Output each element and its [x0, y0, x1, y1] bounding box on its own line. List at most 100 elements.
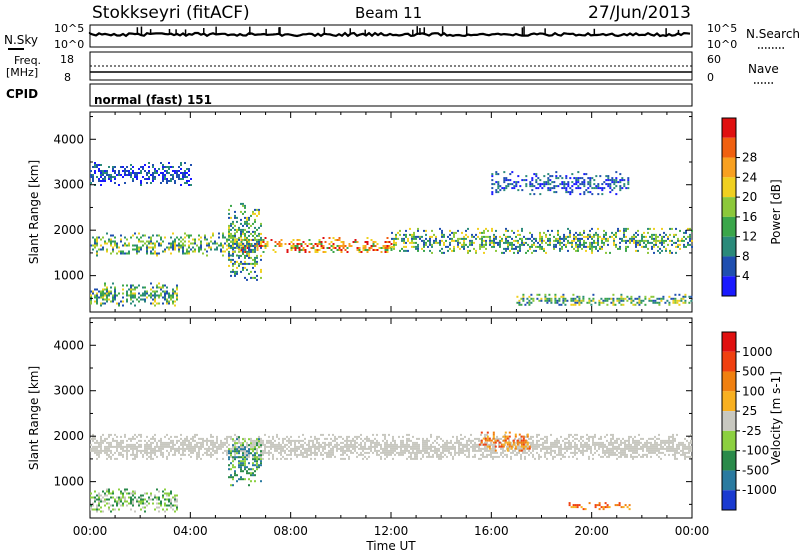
- colorbar-segment: [722, 157, 736, 178]
- colorbar-segment: [722, 118, 736, 138]
- colorbar-tick-label: -100: [742, 444, 769, 458]
- colorbar-tick-label: 16: [742, 210, 757, 224]
- range-tick-label: 3000: [53, 384, 84, 398]
- range-tick-label: 2000: [53, 223, 84, 237]
- colorbar-segment: [722, 197, 736, 217]
- colorbar-tick-label: 24: [742, 170, 757, 184]
- echo-region: [90, 162, 192, 186]
- nave-right-label: Nave: [748, 62, 779, 76]
- freq-right-tick-bottom: 0: [707, 71, 714, 84]
- station-title: Stokkseyri (fitACF): [92, 3, 250, 23]
- range-tick-label: 2000: [53, 429, 84, 443]
- time-tick-labels: 00:00 04:00 08:00 12:00 16:00 20:00 00:00: [73, 524, 710, 538]
- colorbar-tick-label: 12: [742, 230, 757, 244]
- time-axis-label: Time UT: [365, 539, 416, 553]
- echo-region: [90, 433, 692, 460]
- power-x-ticks: [89, 112, 693, 312]
- power-panel: 1000 2000 3000 4000 Slant Range [km] 4 8 12 16…: [27, 111, 783, 313]
- cpid-value: normal (fast) 151: [94, 93, 212, 107]
- colorbar-tick-label: -500: [742, 463, 769, 477]
- freq-left-label-2: [MHz]: [6, 66, 38, 79]
- noise-left-tick-bottom: 10^0: [54, 38, 84, 51]
- range-tick-label: 4000: [53, 132, 84, 146]
- velocity-ylabel: Slant Range [km]: [27, 366, 41, 470]
- echo-region: [228, 436, 262, 487]
- noise-right-tick-top: 10^5: [707, 22, 737, 35]
- echo-region: [228, 202, 262, 281]
- noise-left-tick-top: 10^5: [54, 22, 84, 35]
- echo-region: [90, 488, 178, 513]
- colorbar-segment: [722, 236, 736, 257]
- beam-title: Beam 11: [355, 4, 422, 22]
- colorbar-segment: [722, 177, 736, 198]
- cpid-panel: CPID normal (fast) 151: [6, 83, 693, 107]
- time-tick-label: 16:00: [474, 524, 509, 538]
- echo-region: [90, 232, 242, 257]
- velocity-x-ticks: [89, 318, 693, 518]
- colorbar-segment: [722, 470, 736, 491]
- time-tick-label: 00:00: [675, 524, 710, 538]
- noise-panel-frame: [89, 24, 693, 48]
- colorbar-segment: [722, 411, 736, 431]
- echo-region: [391, 227, 693, 254]
- colorbar-tick-label: 28: [742, 151, 757, 165]
- velocity-echo-layer: [90, 431, 692, 513]
- freq-left-tick-top: 18: [60, 53, 74, 66]
- date-title: 27/Jun/2013: [588, 3, 691, 23]
- time-tick-label: 12:00: [374, 524, 409, 538]
- range-tick-label: 4000: [53, 338, 84, 352]
- colorbar-segment: [722, 430, 736, 451]
- colorbar-segment: [722, 490, 736, 510]
- noise-trace: [88, 26, 691, 38]
- power-ylabel: Slant Range [km]: [27, 160, 41, 264]
- noise-right-tick-bottom: 10^0: [707, 38, 737, 51]
- time-tick-label: 00:00: [73, 524, 108, 538]
- colorbar-segment: [722, 391, 736, 412]
- cpid-label: CPID: [6, 87, 38, 101]
- colorbar-tick-label: 4: [742, 269, 750, 283]
- echo-region: [516, 293, 693, 306]
- colorbar-tick-label: 25: [742, 404, 757, 418]
- colorbar-segment: [722, 450, 736, 471]
- colorbar-tick-label: -1000: [742, 483, 777, 497]
- time-tick-label: 08:00: [273, 524, 308, 538]
- colorbar-tick-label: 100: [742, 384, 765, 398]
- colorbar-segment: [722, 371, 736, 392]
- colorbar-tick-label: 500: [742, 365, 765, 379]
- echo-region: [240, 237, 393, 253]
- freq-left-tick-bottom: 8: [64, 71, 71, 84]
- cpid-panel-frame: [89, 83, 693, 107]
- freq-right-tick-top: 60: [707, 53, 721, 66]
- power-echo-layer: [90, 162, 693, 307]
- velocity-panel: 1000 2000 3000 4000 Slant Range [km] 1000 50…: [27, 317, 783, 519]
- colorbar-segment: [722, 256, 736, 277]
- frequency-panel: Freq. [MHz] 18 8 60 0 Nave: [6, 51, 779, 84]
- colorbar-tick-label: 8: [742, 249, 750, 263]
- colorbar-segment: [722, 332, 736, 352]
- freq-left-label-1: Freq.: [14, 54, 41, 67]
- power-panel-frame: [89, 111, 693, 313]
- velocity-colorbar-label: Velocity [m s-1]: [769, 371, 783, 465]
- power-y-ticks: 1000 2000 3000 4000: [53, 116, 692, 299]
- noise-panel: N.Sky 10^5 10^0 10^5 10^0 N.Search: [4, 22, 800, 51]
- colorbar-tick-label: 1000: [742, 345, 773, 359]
- colorbar-tick-label: 20: [742, 190, 757, 204]
- range-tick-label: 1000: [53, 475, 84, 489]
- power-colorbar-label: Power [dB]: [769, 179, 783, 244]
- echo-region: [478, 431, 531, 452]
- colorbar-segment: [722, 216, 736, 237]
- colorbar-segment: [722, 276, 736, 296]
- time-tick-label: 04:00: [173, 524, 208, 538]
- range-tick-label: 3000: [53, 178, 84, 192]
- velocity-panel-frame: [89, 317, 693, 519]
- velocity-y-ticks: 1000 2000 3000 4000: [53, 322, 692, 505]
- time-tick-label: 20:00: [574, 524, 609, 538]
- echo-region: [90, 282, 178, 307]
- noise-right-label: N.Search: [746, 27, 800, 41]
- colorbar-segment: [722, 137, 736, 158]
- noise-left-label: N.Sky: [4, 33, 38, 47]
- power-colorbar: 4 8 12 16 20 24 28: [721, 117, 757, 297]
- echo-region: [491, 171, 630, 196]
- velocity-colorbar: 1000 500 100 25 -25 -100 -500 -1000: [721, 331, 777, 511]
